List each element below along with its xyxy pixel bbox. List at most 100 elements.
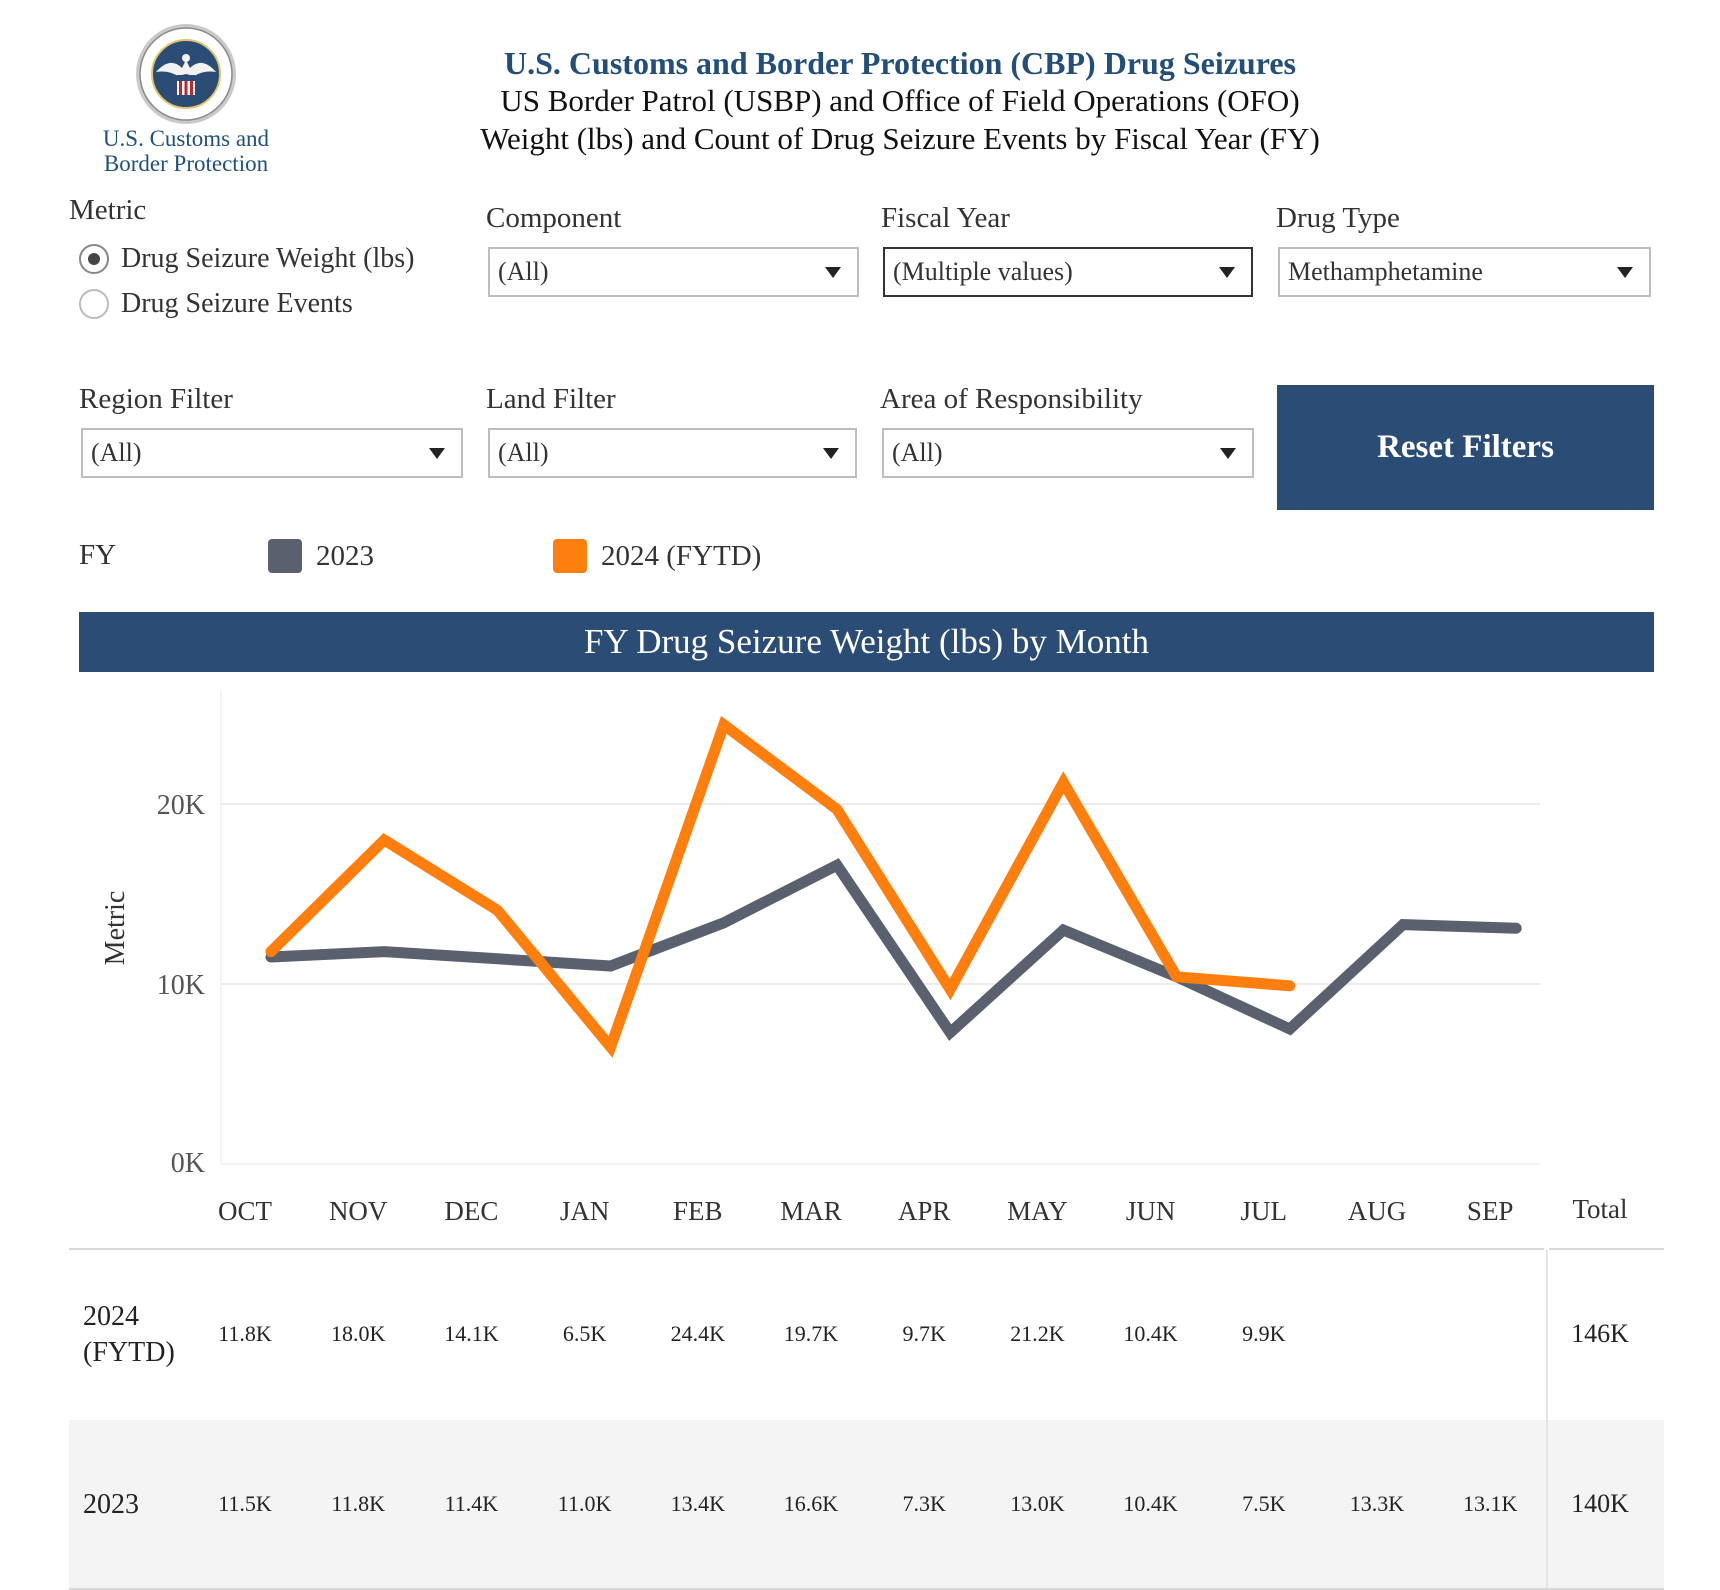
table-cell: 11.8K — [218, 1321, 272, 1346]
metric-label: Metric — [69, 194, 147, 226]
table-cell: 7.5K — [1242, 1491, 1286, 1516]
drug-type-label: Drug Type — [1276, 202, 1400, 234]
table-header-month: APR — [897, 1196, 951, 1226]
page-subtitle-1: US Border Patrol (USBP) and Office of Fi… — [500, 83, 1300, 118]
table-cell: 13.4K — [670, 1491, 725, 1516]
table-cell: 16.6K — [783, 1491, 839, 1516]
metric-option-events-label: Drug Seizure Events — [121, 288, 353, 319]
table-header-month: JUL — [1240, 1196, 1288, 1226]
legend-item-2023[interactable]: 2023 — [268, 539, 374, 573]
table-row-label: 2023 — [83, 1489, 139, 1520]
page-subtitle-2: Weight (lbs) and Count of Drug Seizure E… — [480, 121, 1320, 156]
page-header: U.S. Customs and Border Protection (CBP)… — [380, 44, 1420, 158]
table-cell: 11.5K — [218, 1491, 272, 1516]
table-cell: 11.0K — [557, 1491, 612, 1516]
table-row-label: 2024 — [83, 1301, 139, 1332]
table-header-month: JAN — [559, 1196, 610, 1226]
metric-option-weight-label: Drug Seizure Weight (lbs) — [121, 243, 415, 274]
table-cell: 21.2K — [1010, 1321, 1065, 1346]
table-cell-total: 140K — [1571, 1489, 1629, 1518]
drug-type-value: Methamphetamine — [1288, 257, 1483, 286]
table-cell: 13.0K — [1010, 1491, 1065, 1516]
table-header-rule-left — [69, 1248, 190, 1250]
table-cell: 6.5K — [562, 1321, 607, 1346]
radio-unselected-icon[interactable] — [79, 289, 109, 319]
chevron-down-icon — [823, 448, 839, 459]
table-cell: 13.3K — [1349, 1491, 1405, 1516]
aor-select[interactable]: (All) — [882, 428, 1254, 478]
land-filter-label: Land Filter — [486, 383, 616, 415]
legend-swatch-2024 — [553, 539, 587, 573]
chart-title-banner: FY Drug Seizure Weight (lbs) by Month — [79, 612, 1654, 672]
table-header-month: DEC — [444, 1196, 499, 1226]
legend-label-2023: 2023 — [316, 539, 374, 572]
table-header-rule — [190, 1248, 1544, 1250]
table-header-rule-total — [1549, 1248, 1664, 1250]
table-header-month: OCT — [218, 1196, 272, 1226]
region-filter-select[interactable]: (All) — [81, 428, 463, 478]
aor-label: Area of Responsibility — [880, 383, 1143, 415]
table-cell: 13.1K — [1462, 1491, 1518, 1516]
chevron-down-icon — [1219, 267, 1235, 278]
reset-filters-button[interactable]: Reset Filters — [1277, 385, 1654, 510]
logo-text-line2: Border Protection — [103, 151, 269, 176]
chevron-down-icon — [825, 267, 841, 278]
drug-type-select[interactable]: Methamphetamine — [1278, 247, 1651, 297]
table-header-month: FEB — [673, 1196, 723, 1226]
line-chart: 0K 10K 20K Metric — [100, 690, 1540, 1179]
table-cell: 10.4K — [1123, 1491, 1178, 1516]
cbp-logo: U.S. Customs and Border Protection — [86, 22, 286, 176]
component-value: (All) — [498, 257, 549, 286]
metric-option-weight[interactable]: Drug Seizure Weight (lbs) — [79, 243, 415, 275]
table-cell: 9.7K — [902, 1321, 946, 1346]
table-cell-total: 146K — [1571, 1319, 1629, 1348]
table-cell: 24.4K — [670, 1321, 725, 1346]
table-cell: 19.7K — [783, 1321, 839, 1346]
aor-value: (All) — [892, 438, 943, 467]
table-cell: 7.3K — [902, 1491, 946, 1516]
y-tick-label: 20K — [157, 790, 205, 821]
component-label: Component — [486, 202, 622, 234]
fiscal-year-value: (Multiple values) — [893, 257, 1073, 286]
land-filter-value: (All) — [498, 438, 549, 467]
y-axis-title: Metric — [100, 891, 131, 966]
metric-option-events[interactable]: Drug Seizure Events — [79, 288, 353, 320]
table-cell: 10.4K — [1123, 1321, 1178, 1346]
land-filter-select[interactable]: (All) — [488, 428, 857, 478]
table-header-month: MAY — [1007, 1196, 1068, 1226]
table-total-divider — [1546, 1250, 1548, 1590]
table-cell: 14.1K — [444, 1321, 499, 1346]
table-header-total: Total — [1572, 1194, 1628, 1224]
cbp-seal-icon — [136, 24, 236, 124]
y-tick-label: 10K — [157, 970, 205, 1001]
table-header-month: SEP — [1466, 1196, 1514, 1226]
table-cell: 11.8K — [331, 1491, 385, 1516]
fiscal-year-label: Fiscal Year — [881, 202, 1010, 234]
radio-selected-icon[interactable] — [79, 244, 109, 274]
series-line-2023 — [265, 858, 1522, 1041]
legend-title: FY — [79, 539, 117, 571]
y-tick-label: 0K — [171, 1148, 205, 1179]
table-header-month: NOV — [328, 1196, 388, 1226]
table-bottom-rule — [69, 1588, 1664, 1590]
table-header-month: MAR — [780, 1196, 842, 1226]
table-row-stripe — [69, 1420, 1664, 1590]
table-cell: 11.4K — [444, 1491, 499, 1516]
logo-text-line1: U.S. Customs and — [102, 126, 270, 151]
legend-item-2024[interactable]: 2024 (FYTD) — [553, 539, 761, 573]
table-row-label: (FYTD) — [83, 1337, 175, 1368]
legend-swatch-2023 — [268, 539, 302, 573]
fiscal-year-select[interactable]: (Multiple values) — [883, 247, 1253, 297]
table-cell: 18.0K — [330, 1321, 386, 1346]
page-title: U.S. Customs and Border Protection (CBP)… — [504, 45, 1296, 81]
component-select[interactable]: (All) — [488, 247, 859, 297]
table-cell: 9.9K — [1242, 1321, 1286, 1346]
series-line-2024 — [265, 715, 1296, 1059]
region-filter-label: Region Filter — [79, 383, 233, 415]
chevron-down-icon — [429, 448, 445, 459]
region-filter-value: (All) — [91, 438, 142, 467]
legend-label-2024: 2024 (FYTD) — [601, 539, 762, 572]
chevron-down-icon — [1220, 448, 1236, 459]
table-header-month: JUN — [1125, 1196, 1176, 1226]
table-header-month: AUG — [1347, 1196, 1407, 1226]
